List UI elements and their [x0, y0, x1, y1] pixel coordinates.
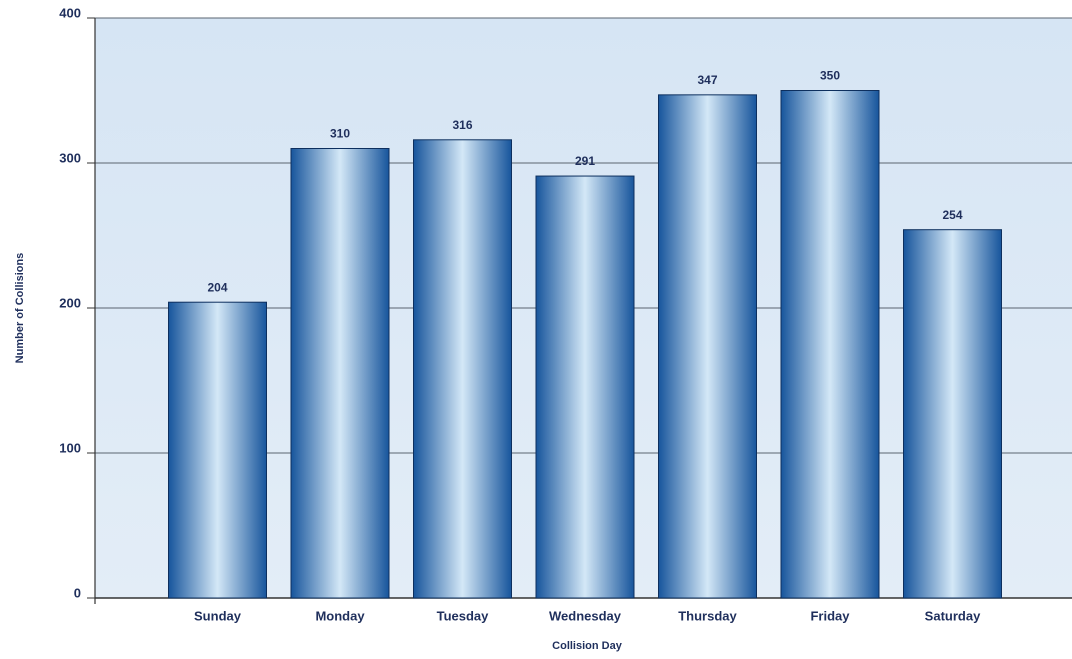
y-tick-label: 100 — [59, 440, 81, 455]
x-axis-title: Collision Day — [552, 640, 623, 652]
bar — [168, 301, 267, 599]
y-axis-title: Number of Collisions — [14, 253, 26, 364]
x-tick-label: Tuesday — [437, 608, 490, 623]
y-tick-label: 400 — [59, 5, 81, 20]
bar — [903, 229, 1002, 599]
data-label: 291 — [575, 154, 595, 168]
y-tick-label: 0 — [74, 585, 81, 600]
data-label: 204 — [207, 280, 227, 294]
bar — [413, 139, 512, 599]
data-label: 316 — [452, 118, 472, 132]
x-tick-label: Sunday — [194, 608, 242, 623]
y-tick-label: 300 — [59, 150, 81, 165]
data-label: 350 — [820, 69, 840, 83]
data-label: 310 — [330, 127, 350, 141]
data-label: 254 — [942, 208, 962, 222]
x-tick-label: Saturday — [925, 608, 981, 623]
x-tick-label: Wednesday — [549, 608, 622, 623]
bar — [535, 175, 635, 599]
bar — [290, 148, 390, 599]
bar — [658, 94, 757, 599]
data-label: 347 — [697, 73, 717, 87]
bar — [780, 90, 880, 599]
x-tick-label: Thursday — [678, 608, 737, 623]
x-tick-label: Friday — [810, 608, 850, 623]
y-tick-label: 200 — [59, 295, 81, 310]
x-tick-label: Monday — [315, 608, 365, 623]
